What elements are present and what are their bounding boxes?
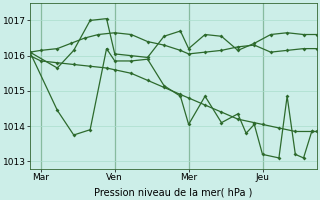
X-axis label: Pression niveau de la mer( hPa ): Pression niveau de la mer( hPa )	[94, 187, 253, 197]
